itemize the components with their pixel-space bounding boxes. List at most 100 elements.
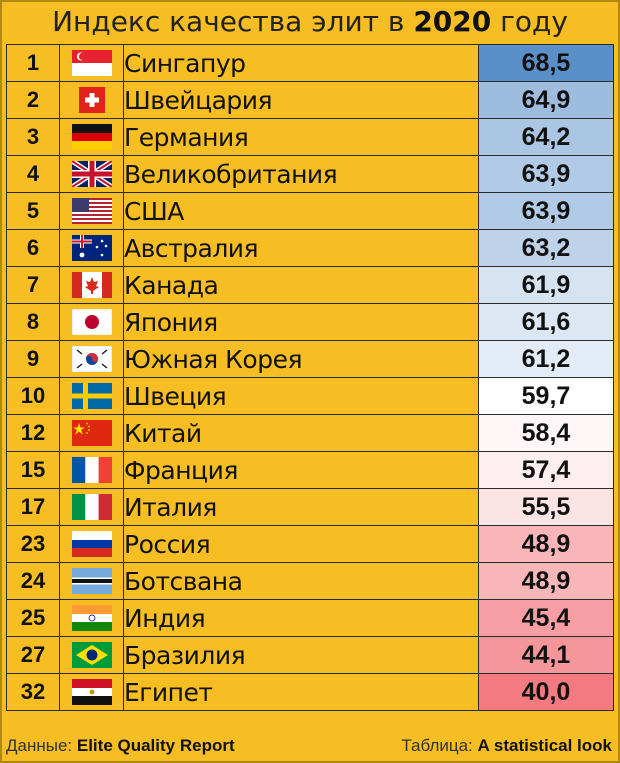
table-row: 9 Южная Корея 61,2 <box>6 340 614 378</box>
value-cell: 59,7 <box>478 377 614 415</box>
table-label: Таблица: <box>401 736 473 755</box>
country-cell: Сингапур <box>123 44 479 82</box>
rank-cell: 15 <box>6 451 60 489</box>
country-cell: Россия <box>123 525 479 563</box>
brazil-flag-icon <box>71 642 112 668</box>
country-cell: Швеция <box>123 377 479 415</box>
rank-cell: 6 <box>6 229 60 267</box>
table-row: 23 Россия 48,9 <box>6 525 614 563</box>
country-cell: Италия <box>123 488 479 526</box>
india-flag-icon <box>71 605 112 631</box>
flag-cell <box>59 155 124 193</box>
flag-cell <box>59 599 124 637</box>
south-korea-flag-icon <box>71 346 112 372</box>
country-cell: Ботсвана <box>123 562 479 600</box>
flag-cell <box>59 488 124 526</box>
table-credit: Таблица: A statistical look <box>401 733 612 759</box>
rank-cell: 4 <box>6 155 60 193</box>
flag-cell <box>59 525 124 563</box>
country-cell: Китай <box>123 414 479 452</box>
source-credit: Данные: Elite Quality Report <box>6 733 235 759</box>
flag-cell <box>59 340 124 378</box>
flag-cell <box>59 266 124 304</box>
value-cell: 40,0 <box>478 673 614 711</box>
germany-flag-icon <box>71 124 112 150</box>
flag-cell <box>59 44 124 82</box>
source-label: Данные: <box>6 736 73 755</box>
australia-flag-icon <box>71 235 112 261</box>
country-cell: Великобритания <box>123 155 479 193</box>
rank-cell: 27 <box>6 636 60 674</box>
table-value: A statistical look <box>477 736 612 755</box>
value-cell: 48,9 <box>478 562 614 600</box>
switzerland-flag-icon <box>72 87 112 113</box>
value-cell: 64,9 <box>478 81 614 119</box>
country-cell: Франция <box>123 451 479 489</box>
flag-cell <box>59 414 124 452</box>
rank-cell: 2 <box>6 81 60 119</box>
country-cell: Индия <box>123 599 479 637</box>
value-cell: 44,1 <box>478 636 614 674</box>
egypt-flag-icon <box>71 679 112 705</box>
title-year: 2020 <box>413 5 492 38</box>
table-row: 12 Китай 58,4 <box>6 414 614 452</box>
france-flag-icon <box>71 457 112 483</box>
japan-flag-icon <box>71 309 112 335</box>
uk-flag-icon <box>71 161 112 187</box>
flag-cell <box>59 118 124 156</box>
flag-cell <box>59 81 124 119</box>
country-cell: Япония <box>123 303 479 341</box>
value-cell: 55,5 <box>478 488 614 526</box>
ranking-table: 1 Сингапур 68,5 2 Швейцария 64,9 3 Германия 64,2… <box>6 44 614 711</box>
sweden-flag-icon <box>71 383 112 409</box>
rank-cell: 1 <box>6 44 60 82</box>
table-row: 1 Сингапур 68,5 <box>6 44 614 82</box>
rank-cell: 8 <box>6 303 60 341</box>
table-row: 24 Ботсвана 48,9 <box>6 562 614 600</box>
value-cell: 57,4 <box>478 451 614 489</box>
table-row: 5 США 63,9 <box>6 192 614 230</box>
country-cell: Германия <box>123 118 479 156</box>
table-row: 27 Бразилия 44,1 <box>6 636 614 674</box>
russia-flag-icon <box>71 531 112 557</box>
value-cell: 64,2 <box>478 118 614 156</box>
country-cell: Южная Корея <box>123 340 479 378</box>
table-row: 4 Великобритания 63,9 <box>6 155 614 193</box>
table-row: 8 Япония 61,6 <box>6 303 614 341</box>
source-value: Elite Quality Report <box>76 736 235 755</box>
flag-cell <box>59 377 124 415</box>
italy-flag-icon <box>71 494 112 520</box>
value-cell: 61,6 <box>478 303 614 341</box>
flag-cell <box>59 636 124 674</box>
value-cell: 48,9 <box>478 525 614 563</box>
table-row: 15 Франция 57,4 <box>6 451 614 489</box>
rank-cell: 24 <box>6 562 60 600</box>
table-row: 2 Швейцария 64,9 <box>6 81 614 119</box>
rank-cell: 10 <box>6 377 60 415</box>
country-cell: Египет <box>123 673 479 711</box>
value-cell: 63,9 <box>478 155 614 193</box>
flag-cell <box>59 673 124 711</box>
canada-flag-icon <box>71 272 112 298</box>
page-title: Индекс качества элит в 2020 году <box>0 2 620 42</box>
value-cell: 61,9 <box>478 266 614 304</box>
table-row: 3 Германия 64,2 <box>6 118 614 156</box>
table-row: 32 Египет 40,0 <box>6 673 614 711</box>
rank-cell: 7 <box>6 266 60 304</box>
value-cell: 58,4 <box>478 414 614 452</box>
flag-cell <box>59 192 124 230</box>
flag-cell <box>59 451 124 489</box>
table-row: 25 Индия 45,4 <box>6 599 614 637</box>
flag-cell <box>59 562 124 600</box>
country-cell: Швейцария <box>123 81 479 119</box>
flag-cell <box>59 303 124 341</box>
rank-cell: 3 <box>6 118 60 156</box>
footer: Данные: Elite Quality Report Таблица: A … <box>0 733 620 759</box>
rank-cell: 23 <box>6 525 60 563</box>
country-cell: Канада <box>123 266 479 304</box>
rank-cell: 17 <box>6 488 60 526</box>
rank-cell: 9 <box>6 340 60 378</box>
rank-cell: 5 <box>6 192 60 230</box>
title-prefix: Индекс качества элит в <box>52 5 414 38</box>
value-cell: 63,2 <box>478 229 614 267</box>
